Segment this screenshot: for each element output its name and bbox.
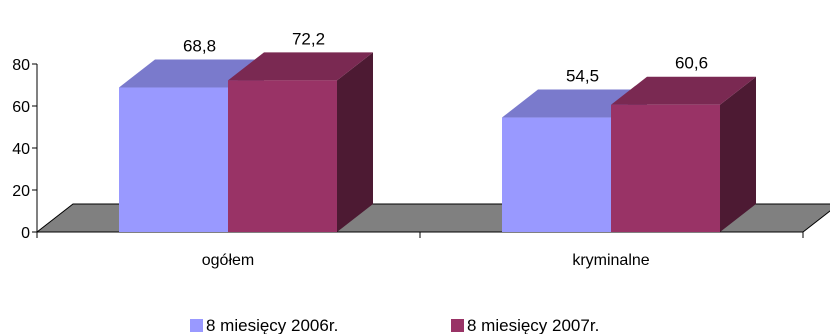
chart-legend: 8 miesięcy 2006r. 8 miesięcy 2007r. <box>190 316 599 334</box>
bar-1-1 <box>611 76 756 233</box>
legend-item: 8 miesięcy 2007r. <box>451 316 599 334</box>
y-tick-label: 0 <box>21 225 30 242</box>
y-tick-label: 60 <box>12 99 30 116</box>
bar-top <box>119 59 264 88</box>
chart-labels: ogółem kryminalne 68,8 72,2 54,5 60,6 <box>183 29 708 269</box>
bar-front <box>502 117 611 232</box>
legend-swatch <box>451 319 464 332</box>
data-label: 68,8 <box>183 37 216 56</box>
bar-front <box>119 87 228 233</box>
data-label: 60,6 <box>675 54 708 73</box>
legend-label: 8 miesięcy 2007r. <box>467 316 599 334</box>
y-tick-label: 80 <box>12 57 30 74</box>
bar-top <box>228 52 373 81</box>
bar-top <box>611 76 756 105</box>
bar-front <box>228 80 337 232</box>
y-tick-label: 40 <box>12 141 30 158</box>
y-tick-label: 20 <box>12 183 30 200</box>
bar-front <box>611 104 720 232</box>
bar-side <box>337 52 373 232</box>
legend-swatch <box>190 319 203 332</box>
data-label: 54,5 <box>566 67 599 86</box>
bar-0-1 <box>228 52 373 232</box>
legend-item: 8 miesięcy 2006r. <box>190 316 338 334</box>
bar-top <box>502 89 647 118</box>
bar-side <box>720 76 756 233</box>
category-label: ogółem <box>202 252 254 269</box>
category-label: kryminalne <box>572 252 649 269</box>
legend-label: 8 miesięcy 2006r. <box>206 316 338 334</box>
data-label: 72,2 <box>292 29 325 48</box>
chart-bars <box>119 52 756 233</box>
